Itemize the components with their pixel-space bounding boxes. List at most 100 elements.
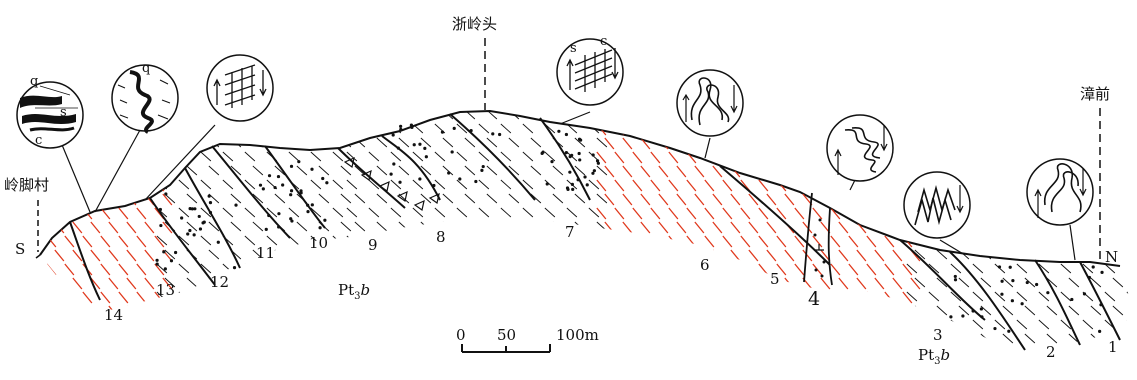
cleavage-mark (252, 165, 264, 176)
cleavage-mark (1082, 123, 1094, 134)
cleavage-mark (90, 111, 101, 122)
cleavage-mark (794, 319, 805, 332)
cleavage-mark (412, 263, 424, 274)
cleavage-mark (748, 193, 759, 206)
cleavage-mark (874, 277, 885, 290)
cleavage-mark (650, 207, 661, 220)
sand-dot (557, 129, 561, 133)
cleavage-mark (1126, 207, 1130, 218)
layer-label-11: 11 (256, 244, 276, 262)
cleavage-mark (980, 277, 992, 288)
cleavage-mark (812, 235, 823, 248)
cleavage-mark (544, 319, 556, 330)
cleavage-mark (622, 111, 633, 122)
cleavage-mark (614, 179, 625, 192)
cleavage-mark (1090, 333, 1102, 344)
cleavage-mark (632, 291, 643, 304)
cleavage-mark (200, 207, 212, 218)
sand-dot (491, 132, 495, 136)
cleavage-mark (118, 235, 129, 248)
cleavage-mark (686, 319, 697, 332)
cleavage-mark (640, 305, 651, 318)
cleavage-mark (296, 111, 308, 120)
cleavage-mark (614, 319, 625, 332)
cleavage-mark (222, 179, 234, 190)
cleavage-mark (442, 249, 454, 260)
cleavage-mark (812, 123, 823, 136)
cleavage-mark (596, 179, 607, 192)
cleavage-mark (1038, 263, 1050, 274)
cleavage-mark (892, 305, 903, 318)
sand-dot (289, 189, 294, 193)
cleavage-mark (230, 333, 242, 344)
cleavage-mark (434, 151, 446, 162)
east-village-label: 漳前 (1080, 85, 1111, 103)
cleavage-mark (144, 165, 155, 178)
cleavage-mark (1060, 235, 1072, 246)
cleavage-mark (456, 291, 468, 302)
sand-dot (323, 218, 327, 222)
cleavage-mark (500, 123, 512, 134)
cleavage-mark (456, 263, 468, 274)
sand-dot (216, 240, 220, 244)
cleavage-mark (486, 137, 498, 148)
sand-dot (971, 309, 975, 313)
cleavage-mark (500, 235, 512, 246)
cleavage-mark (376, 221, 388, 232)
cleavage-mark (950, 123, 962, 134)
sand-dot (591, 171, 595, 175)
cleavage-mark (794, 235, 805, 248)
cleavage-mark (838, 193, 849, 206)
breccia-triangle (396, 190, 408, 203)
layer-label-13: 13 (156, 281, 176, 299)
cleavage-mark (884, 235, 895, 248)
cleavage-mark (288, 207, 300, 218)
cleavage-mark (884, 319, 895, 332)
dyke-symbols (813, 218, 826, 278)
cleavage-mark (346, 179, 358, 190)
cleavage-mark (332, 319, 344, 330)
cleavage-mark (1024, 111, 1036, 120)
cleavage-mark (676, 165, 687, 178)
cleavage-mark (686, 207, 697, 220)
cleavage-mark (1002, 193, 1014, 204)
cleavage-mark (412, 207, 424, 218)
cleavage-mark (164, 137, 176, 148)
cleavage-mark (776, 263, 787, 276)
cleavage-mark (390, 291, 402, 302)
cleavage-mark (354, 165, 366, 176)
cleavage-mark (712, 333, 723, 346)
cleavage-mark (632, 123, 643, 136)
cleavage-mark (632, 151, 643, 164)
cleavage-mark (118, 207, 129, 220)
cleavage-mark (456, 151, 468, 162)
cleavage-mark (144, 221, 155, 234)
sand-dot (498, 132, 502, 137)
cleavage-mark (274, 111, 286, 120)
cleavage-mark (346, 235, 358, 246)
sand-dot (396, 146, 400, 150)
cleavage-mark (848, 235, 859, 248)
sand-dot (155, 262, 159, 266)
cleavage-mark (54, 249, 65, 262)
cleavage-mark (994, 123, 1006, 134)
sand-dot (1035, 282, 1039, 287)
cleavage-mark (704, 179, 715, 192)
cleavage-mark (758, 179, 769, 192)
cleavage-mark (442, 137, 454, 148)
cleavage-mark (910, 305, 921, 318)
cleavage-mark (544, 151, 556, 162)
cleavage-mark (866, 179, 877, 192)
cleavage-mark (902, 291, 913, 304)
cleavage-mark (154, 151, 165, 164)
cleavage-mark (178, 235, 190, 246)
cleavage-mark (676, 333, 687, 346)
cleavage-mark (830, 179, 841, 192)
cleavage-mark (712, 305, 723, 318)
sand-dot (961, 314, 965, 318)
sand-dot (595, 159, 600, 163)
cleavage-mark (126, 165, 137, 178)
cleavage-mark (354, 333, 366, 344)
cleavage-mark (950, 291, 962, 302)
cleavage-mark (866, 319, 877, 332)
